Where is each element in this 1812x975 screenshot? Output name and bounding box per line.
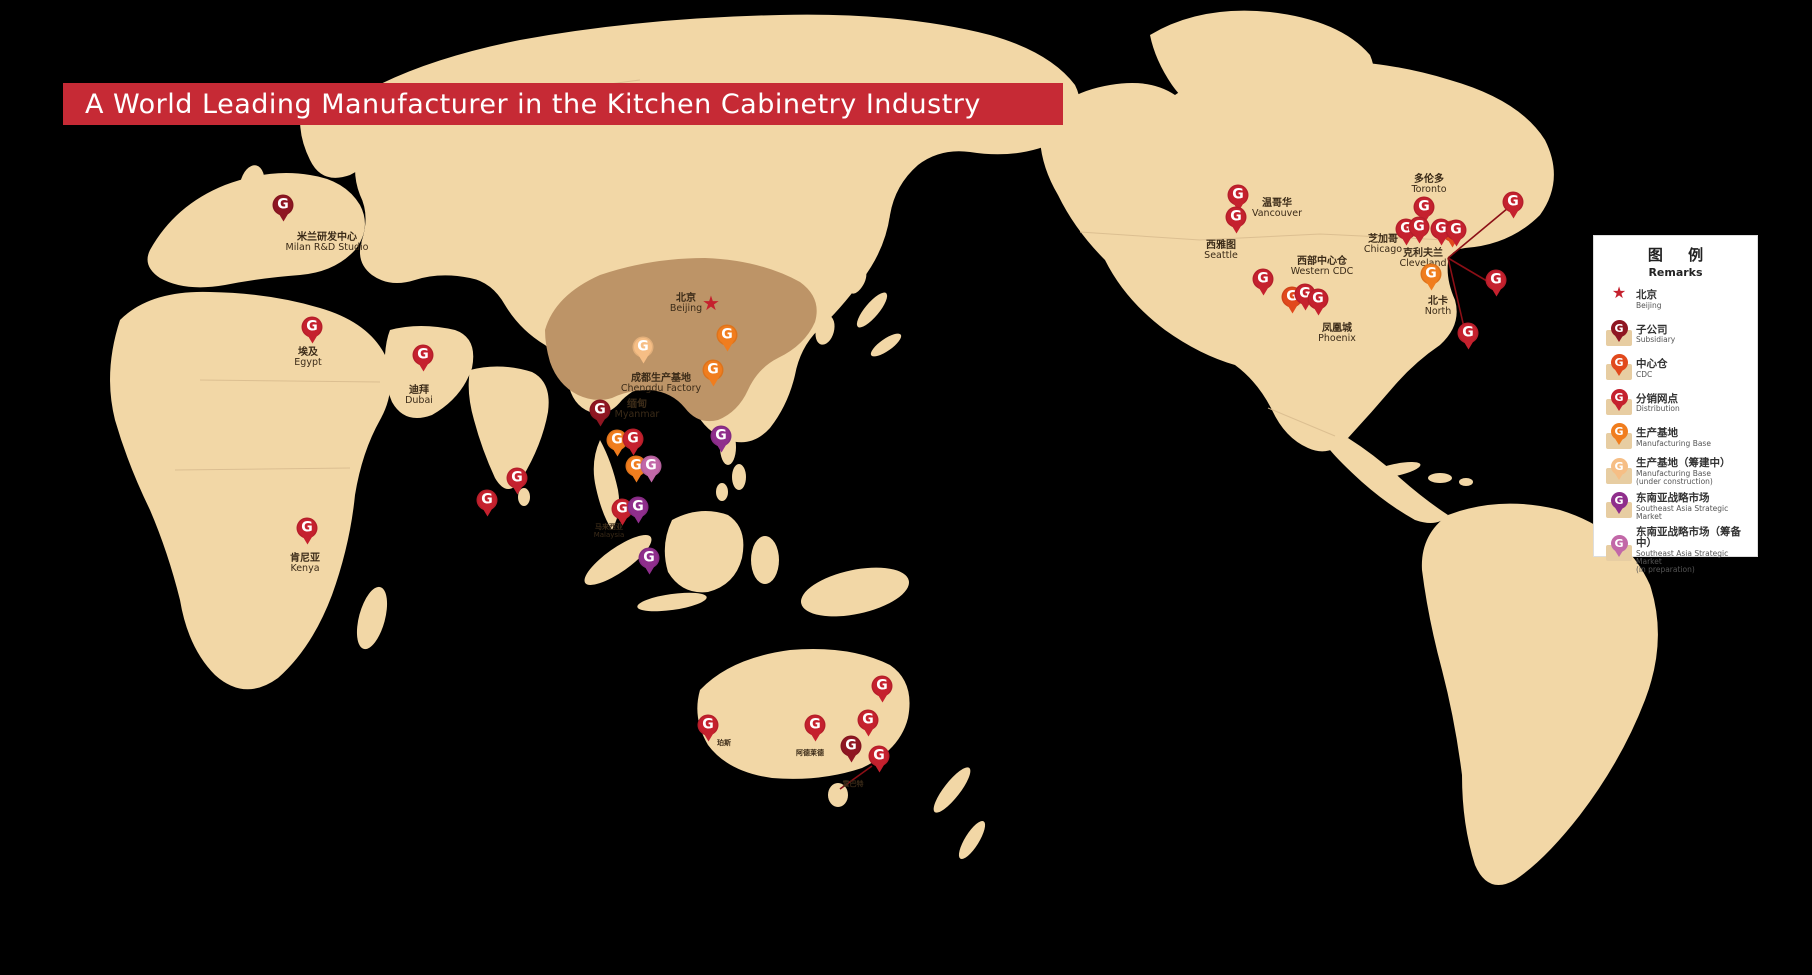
- legend-pin-icon-manufacturing_prep: G: [1602, 457, 1636, 488]
- map-pin-milan: G: [272, 194, 294, 216]
- legend-rows: ★ 北京 Beijing G 子公司 Subsidiary G 中心仓 CDC G 分销网点 Dist…: [1602, 285, 1749, 574]
- legend-item-text: 北京 Beijing: [1636, 289, 1662, 310]
- legend-item-manufacturing_prep: G 生产基地（筹建中） Manufacturing Base (under const…: [1602, 457, 1749, 488]
- map-label-north: 北卡 North: [1424, 296, 1452, 318]
- map-label-chengdu: 成都生产基地 Chengdu Factory: [620, 373, 702, 395]
- legend-pin-icon-distribution: G: [1602, 388, 1636, 419]
- map-pin-brisbane: G: [871, 675, 893, 697]
- map-pin-egypt: G: [301, 316, 323, 338]
- map-pin-south-india: G: [506, 467, 528, 489]
- map-pin-east-china-2: G: [702, 359, 724, 381]
- map-pin-vietnam-2: G: [640, 455, 662, 477]
- map-pin-vancouver: G: [1227, 184, 1249, 206]
- legend-item-text: 子公司 Subsidiary: [1636, 323, 1676, 345]
- map-pin-indian-ocean: G: [476, 489, 498, 511]
- map-pin-mid-atlantic: G: [1485, 269, 1507, 291]
- map-label-vancouver: 温哥华 Vancouver: [1251, 198, 1303, 220]
- map-pin-midwest: G: [1408, 216, 1430, 238]
- map-label-kenya: 肯尼亚 Kenya: [290, 553, 320, 575]
- map-pin-perth: G: [697, 714, 719, 736]
- map-label-seattle: 西雅图 Seattle: [1204, 240, 1238, 262]
- beijing-star-icon: ★: [702, 291, 720, 315]
- legend-subtitle: Remarks: [1648, 266, 1703, 279]
- map-label-milan: 米兰研发中心 Milan R&D Studio: [285, 232, 369, 254]
- map-pin-east-china-1: G: [716, 324, 738, 346]
- map-pin-philippines: G: [710, 425, 732, 447]
- map-pin-adelaide: G: [804, 714, 826, 736]
- map-pin-florida: G: [1457, 322, 1479, 344]
- legend-item-text: 东南亚战略市场（筹备中） Southeast Asia Strategic Mar…: [1636, 525, 1741, 575]
- map-pin-cleveland-2: G: [1445, 219, 1467, 241]
- map-label-chicago: 芝加哥 Chicago: [1363, 234, 1403, 256]
- map-label-toronto: 多伦多 Toronto: [1411, 174, 1447, 196]
- legend-item-beijing: ★ 北京 Beijing: [1602, 285, 1749, 315]
- headline-banner: A World Leading Manufacturer in the Kitc…: [63, 83, 1063, 125]
- map-pin-california: G: [1252, 268, 1274, 290]
- legend-item-text: 生产基地 Manufacturing Base: [1636, 427, 1711, 448]
- map-label-hobart: 霍巴特: [842, 780, 864, 788]
- map-label-malaysia: 马来西亚 Malaysia: [593, 523, 625, 539]
- map-label-dubai: 迪拜 Dubai: [405, 385, 433, 407]
- legend-title: 图 例: [1647, 246, 1714, 264]
- map-pin-indonesia: G: [638, 547, 660, 569]
- map-pin-hobart: G: [868, 745, 890, 767]
- map-pin-sydney: G: [857, 709, 879, 731]
- legend-item-sea_market: G 东南亚战略市场 Southeast Asia Strategic Market: [1602, 492, 1749, 522]
- china-highlight: [545, 258, 817, 422]
- map-pin-malaysia-2: G: [627, 496, 649, 518]
- map-label-western-cdc: 西部中心仓 Western CDC: [1290, 256, 1354, 278]
- legend-item-subsidiary: G 子公司 Subsidiary: [1602, 319, 1749, 350]
- legend-item-text: 分销网点 Distribution: [1636, 392, 1680, 414]
- legend-item-text: 东南亚战略市场 Southeast Asia Strategic Market: [1636, 491, 1729, 521]
- map-label-perth: 珀斯: [717, 739, 731, 747]
- legend-pin-icon-sea_market_prep: G: [1602, 535, 1636, 565]
- map-pin-kenya: G: [296, 517, 318, 539]
- map-label-cleveland: 克利夫兰 Cleveland: [1399, 248, 1447, 270]
- legend-item-sea_market_prep: G 东南亚战略市场（筹备中） Southeast Asia Strategic Ma…: [1602, 525, 1749, 575]
- legend-pin-icon-sea_market: G: [1602, 492, 1636, 522]
- map-label-myanmar: 缅甸 Myanmar: [614, 399, 660, 421]
- map-pin-phoenix-2: G: [1307, 288, 1329, 310]
- map-label-phoenix: 凤凰城 Phoenix: [1318, 323, 1356, 345]
- map-pin-melbourne: G: [840, 735, 862, 757]
- map-pin-chengdu: G: [632, 336, 654, 358]
- headline-text: A World Leading Manufacturer in the Kitc…: [85, 88, 981, 120]
- legend-pin-icon-subsidiary: G: [1602, 319, 1636, 350]
- map-pin-thailand-2: G: [622, 428, 644, 450]
- legend-star-icon: ★: [1611, 283, 1627, 302]
- legend-item-text: 中心仓 CDC: [1636, 358, 1668, 379]
- legend-item-distribution: G 分销网点 Distribution: [1602, 388, 1749, 419]
- legend-item-manufacturing: G 生产基地 Manufacturing Base: [1602, 423, 1749, 453]
- legend-pin-icon-manufacturing: G: [1602, 423, 1636, 453]
- legend-panel: 图 例 Remarks ★ 北京 Beijing G 子公司 Subsidiary G 中心仓…: [1593, 235, 1758, 574]
- legend-pin-icon-cdc: G: [1602, 354, 1636, 384]
- map-pin-seattle: G: [1225, 206, 1247, 228]
- map-pin-north-carolina: G: [1420, 263, 1442, 285]
- map-pin-toronto: G: [1413, 196, 1435, 218]
- legend-item-text: 生产基地（筹建中） Manufacturing Base (under constr…: [1636, 457, 1731, 487]
- map-label-egypt: 埃及 Egypt: [294, 347, 322, 369]
- legend-item-cdc: G 中心仓 CDC: [1602, 354, 1749, 384]
- map-label-adelaide: 阿德莱德: [796, 749, 824, 757]
- map-pin-dubai: G: [412, 344, 434, 366]
- map-pin-myanmar: G: [589, 399, 611, 421]
- map-pin-northeast-us: G: [1502, 191, 1524, 213]
- map-label-beijing: 北京 Beijing: [669, 293, 703, 315]
